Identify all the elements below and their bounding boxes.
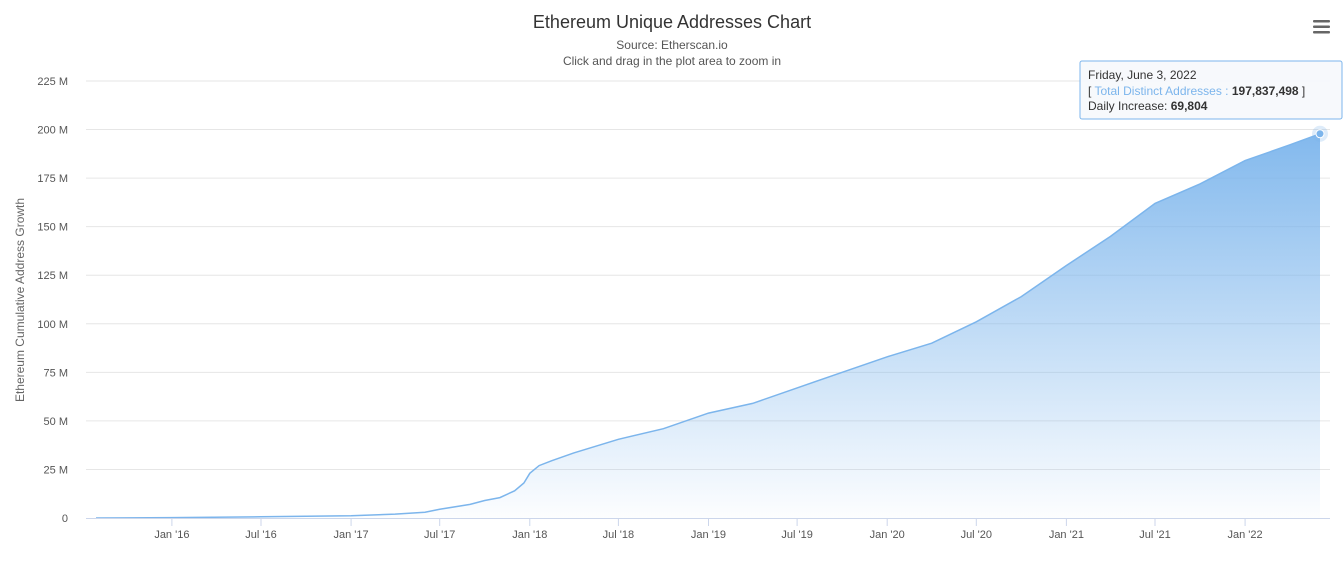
x-tick-label: Jan '21 — [1049, 529, 1084, 541]
x-tick-label: Jan '22 — [1228, 529, 1263, 541]
tooltip-bracket-open: [ — [1088, 84, 1094, 98]
area-fill-series-0 — [96, 133, 1320, 519]
tooltip-increase-value: 69,804 — [1171, 99, 1208, 113]
hamburger-menu-icon — [1313, 20, 1330, 34]
y-tick-label: 0 — [62, 513, 68, 525]
tooltip: Friday, June 3, 2022 [ Total Distinct Ad… — [1079, 60, 1343, 120]
y-tick-label: 75 M — [44, 367, 68, 379]
y-tick-label: 175 M — [37, 173, 68, 185]
tooltip-series-line: [ Total Distinct Addresses : 197,837,498… — [1088, 84, 1305, 98]
y-tick-label: 25 M — [44, 464, 68, 476]
chart-title: Ethereum Unique Addresses Chart — [533, 12, 811, 32]
x-tick-label: Jul '16 — [245, 529, 276, 541]
x-axis: Jan '16 Jul '16 Jan '17 Jul '17 Jan '18 Jul '… — [86, 518, 1330, 541]
x-tick-label: Jan '18 — [512, 529, 547, 541]
x-tick-label: Jul '21 — [1139, 529, 1170, 541]
y-tick-label: 150 M — [37, 222, 68, 234]
hover-marker — [1312, 125, 1328, 142]
x-tick-label: Jan '16 — [154, 529, 189, 541]
y-axis-label: Ethereum Cumulative Address Growth — [13, 198, 27, 402]
y-tick-label: 200 M — [37, 125, 68, 137]
x-tick-label: Jan '19 — [691, 529, 726, 541]
gridlines — [86, 80, 1330, 470]
y-tick-label: 125 M — [37, 270, 68, 282]
chart-subtitle-source: Source: Etherscan.io — [616, 38, 728, 52]
x-tick-label: Jul '18 — [603, 529, 634, 541]
y-axis: 0 25 M 50 M 75 M 100 M 125 M 150 M 175 M 200 M 22… — [37, 76, 68, 525]
tooltip-separator: : — [1222, 84, 1232, 98]
series-line-0 — [95, 133, 1321, 519]
x-tick-label: Jul '17 — [424, 529, 455, 541]
menu-button[interactable] — [1306, 12, 1334, 40]
plot-area[interactable] — [95, 133, 1321, 519]
chart-subtitle-hint: Click and drag in the plot area to zoom … — [563, 54, 781, 68]
tooltip-date: Friday, June 3, 2022 — [1088, 68, 1197, 82]
y-tick-label: 100 M — [37, 319, 68, 331]
tooltip-series-name: Total Distinct Addresses — [1094, 84, 1221, 98]
x-tick-label: Jan '20 — [870, 529, 905, 541]
hover-point — [1315, 129, 1325, 139]
tooltip-increase-label: Daily Increase: — [1088, 99, 1167, 113]
x-tick-label: Jul '19 — [781, 529, 812, 541]
tooltip-increase-line: Daily Increase: 69,804 — [1088, 99, 1208, 113]
x-tick-label: Jan '17 — [334, 529, 369, 541]
y-tick-label: 225 M — [37, 76, 68, 88]
tooltip-value: 197,837,498 — [1232, 84, 1299, 98]
tooltip-bracket-close: ] — [1299, 84, 1306, 98]
x-tick-label: Jul '20 — [961, 529, 992, 541]
y-tick-label: 50 M — [44, 416, 68, 428]
